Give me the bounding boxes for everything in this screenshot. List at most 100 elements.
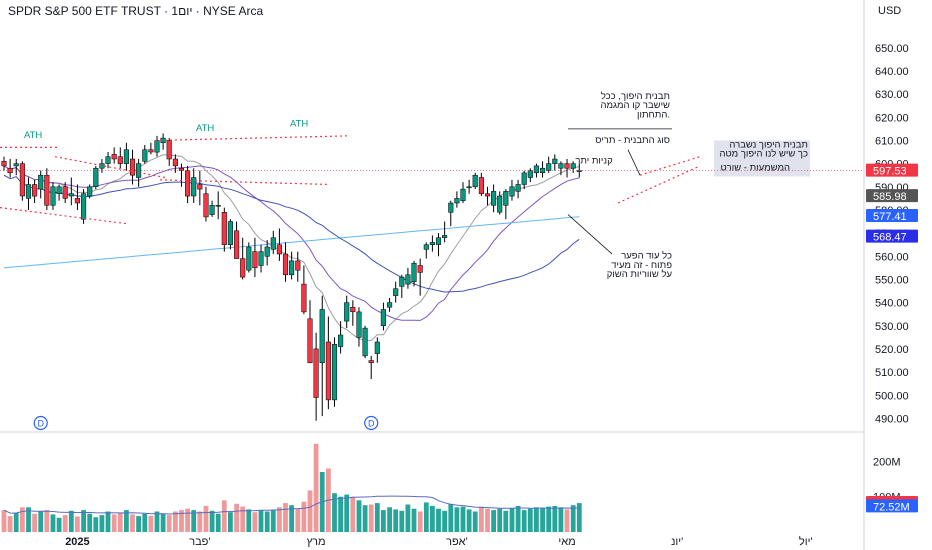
candle — [19, 163, 25, 197]
candle — [448, 202, 454, 213]
candle — [240, 258, 246, 278]
candle — [362, 327, 368, 357]
price-axis: USD 490.00 500.00 510.00 520.00 530.00 540.00 5… — [0, 5, 918, 513]
ath-label: ATH — [196, 123, 214, 134]
buyers-label: קניות יתר — [575, 156, 613, 167]
pattern-note-line2: שישבר קו המגמה — [600, 100, 670, 111]
time-tick-label: פבר' — [189, 536, 210, 548]
candle — [74, 198, 80, 204]
gap-note-line1: כל עוד הפער — [621, 250, 672, 262]
volume-bar — [405, 504, 411, 532]
candle — [423, 244, 429, 250]
volume-bar — [62, 515, 68, 532]
volume-bar — [148, 515, 154, 532]
candle — [497, 195, 503, 213]
volume-bar — [368, 504, 374, 532]
price-tick-label: 610.00 — [875, 136, 909, 148]
volume-bar — [301, 501, 307, 532]
candle — [319, 309, 325, 364]
candle — [154, 140, 160, 153]
volume-bar — [197, 511, 203, 532]
dividend-marker — [364, 415, 379, 431]
volume-bar — [142, 513, 148, 532]
neckline — [159, 179, 331, 186]
candle — [546, 163, 552, 171]
candle — [466, 186, 472, 189]
candle — [393, 288, 399, 296]
candle — [111, 154, 117, 160]
candle — [552, 158, 558, 164]
candles — [1, 133, 582, 421]
volume-bar — [460, 506, 466, 532]
ma-blue-tag-value: 577.41 — [873, 211, 907, 223]
volume-bar — [381, 510, 386, 532]
volume-bar — [93, 517, 99, 532]
volume-bar — [454, 507, 460, 532]
candle — [68, 193, 74, 197]
candle — [203, 193, 209, 218]
candle — [527, 170, 533, 178]
meaning-label: המשמעות - שורט — [720, 163, 790, 174]
ath-label: ATH — [24, 130, 42, 141]
last-price-tag-bg — [866, 163, 918, 177]
candle — [417, 265, 423, 273]
volume-bar — [234, 503, 239, 532]
volume-bar — [564, 509, 570, 532]
volume-bar — [485, 508, 490, 532]
candle — [13, 163, 19, 167]
candle — [270, 237, 276, 250]
moving-averages — [3, 154, 580, 341]
volume-bar — [540, 508, 545, 532]
candle — [123, 149, 129, 164]
candle — [509, 186, 515, 197]
candle — [380, 309, 386, 326]
volume-bar — [221, 500, 227, 532]
candle — [411, 262, 417, 282]
candle — [454, 198, 460, 204]
volume-tick-label: 200M — [873, 457, 901, 469]
volume-bar — [111, 514, 117, 532]
volume-bar — [1, 510, 7, 532]
candle — [227, 221, 233, 245]
candle — [185, 170, 191, 197]
time-tick-label: יול' — [799, 535, 813, 548]
ath-label: ATH — [290, 119, 308, 130]
volume-bar — [307, 490, 313, 532]
candle — [215, 205, 221, 207]
volume-bar — [399, 510, 405, 532]
ma-gray-tag: 585.98 — [866, 189, 918, 203]
broken-note-line1: תבנית היפוך נשברה — [729, 139, 808, 150]
price-tick-label: 540.00 — [875, 298, 909, 310]
volume-bar — [503, 510, 509, 532]
wedge-upper-line — [639, 156, 701, 176]
time-tick-label: 2025 — [65, 536, 89, 548]
candle — [1, 161, 7, 167]
volume-bar — [423, 502, 429, 532]
candle — [295, 260, 301, 271]
candle — [172, 158, 178, 167]
volume-bar — [387, 507, 392, 532]
volume-bar — [472, 511, 478, 532]
candle — [99, 163, 105, 169]
candle — [264, 246, 270, 257]
ma-mid-line — [3, 174, 580, 293]
gap-note-line3: על שווריות השוק — [607, 268, 673, 280]
volume-bar — [258, 510, 264, 532]
ma-dark-tag-bg — [866, 229, 918, 243]
time-tick-label: יונ' — [671, 536, 683, 548]
candle — [56, 186, 62, 194]
candle — [62, 186, 68, 199]
volume-bar — [289, 505, 294, 532]
ma-long-line — [3, 216, 580, 269]
candle — [289, 260, 295, 276]
candle — [564, 163, 570, 169]
candle — [570, 163, 576, 169]
candle — [307, 318, 313, 364]
triangle-upper-line — [54, 156, 166, 179]
candle — [405, 274, 411, 285]
ma-dark-tag-value: 568.47 — [873, 232, 907, 244]
volume-bar — [44, 510, 50, 532]
price-tick-label: 650.00 — [875, 43, 909, 55]
